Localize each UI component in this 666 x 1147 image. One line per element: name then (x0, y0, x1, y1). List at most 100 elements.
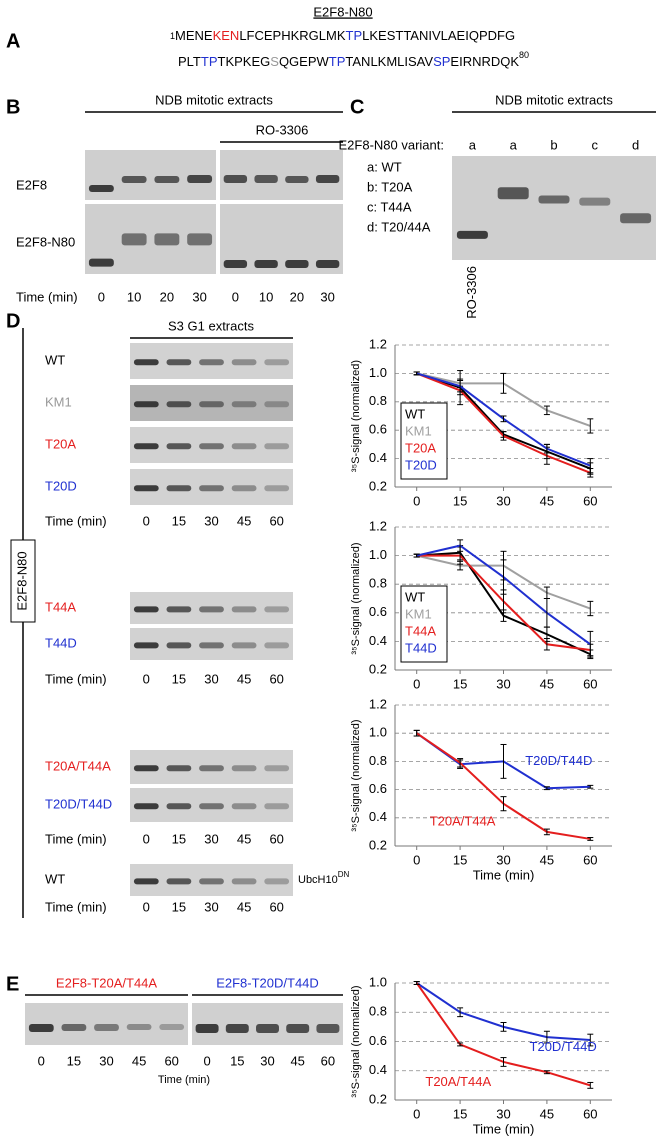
time-value: 45 (290, 1053, 304, 1068)
error-bar (500, 796, 507, 812)
gel-band (121, 176, 147, 183)
row-label: E2F8 (16, 177, 47, 192)
lane-label: c (592, 137, 599, 152)
error-bar (457, 380, 464, 393)
gel-band (225, 1024, 249, 1033)
x-tick-label: 30 (496, 493, 510, 508)
error-bar (543, 443, 550, 454)
time-value: 0 (143, 513, 150, 528)
gel-band (133, 401, 159, 408)
time-value: 45 (237, 513, 251, 528)
time-label: Time (min) (16, 289, 78, 304)
lane-label: b (550, 137, 557, 152)
row-label: T20A/T44A (45, 758, 111, 773)
error-bar (587, 784, 594, 789)
gel-band (199, 878, 224, 885)
note: UbcH10DN (298, 870, 350, 886)
y-axis-label: ³⁵S-signal (normalized) (350, 542, 362, 654)
gel-band (166, 765, 192, 772)
gel-band (133, 765, 159, 772)
gel-band (316, 1024, 340, 1033)
y-tick-label: 1.2 (369, 518, 387, 533)
gel-band (497, 187, 529, 200)
gel-band (199, 443, 224, 450)
gel-band (231, 443, 257, 450)
y-axis-label: ³⁵S-signal (normalized) (350, 985, 362, 1097)
error-bar (500, 1021, 507, 1032)
gel-band (94, 1024, 119, 1031)
x-tick-label: 45 (540, 493, 554, 508)
y-axis-label: ³⁵S-signal (normalized) (350, 360, 362, 472)
sequence-segment: KEN (213, 28, 240, 43)
time-value: 15 (230, 1053, 244, 1068)
time-value: 15 (172, 513, 186, 528)
gel-band (285, 260, 309, 268)
legend-entry: KM1 (405, 606, 432, 621)
y-tick-label: 1.0 (369, 365, 387, 380)
x-tick-label: 0 (413, 676, 420, 691)
y-tick-label: 1.2 (369, 336, 387, 351)
time-label: Time (min) (45, 671, 107, 686)
error-bar (543, 828, 550, 836)
row-label: T44D (45, 635, 77, 650)
gel-band (166, 803, 192, 810)
gel-band (315, 260, 340, 268)
time-value: 15 (172, 831, 186, 846)
time-value: 45 (237, 671, 251, 686)
x-tick-label: 45 (540, 852, 554, 867)
x-axis-label: Time (min) (473, 1121, 535, 1136)
series-line (415, 982, 591, 1087)
control-label: RO-3306 (464, 266, 479, 319)
time-value: 30 (204, 831, 218, 846)
lane-label: a (469, 137, 477, 152)
gel-band (264, 765, 290, 772)
error-bar (587, 1033, 594, 1047)
y-tick-label: 0.8 (369, 576, 387, 591)
time-value: 0 (232, 289, 239, 304)
sequence-segment: SP (433, 54, 450, 69)
gel (452, 156, 656, 260)
error-bar (500, 415, 507, 423)
error-bar (500, 559, 507, 595)
legend-entry: T44D (405, 640, 437, 655)
time-value: 30 (260, 1053, 274, 1068)
error-bar (543, 1030, 550, 1044)
sequence-segment: TANLKMLISAV (345, 54, 433, 69)
error-bar (457, 1007, 464, 1018)
gel-band (199, 642, 224, 649)
time-value: 60 (269, 899, 283, 914)
legend-entry: WT (405, 589, 425, 604)
gel-band (264, 642, 290, 649)
gel-band (159, 1024, 185, 1030)
row-label: T20A (45, 436, 76, 451)
row-label: T44A (45, 599, 76, 614)
sequence-segment: MENE (175, 28, 213, 43)
time-value: 45 (237, 899, 251, 914)
time-value: 60 (321, 1053, 335, 1068)
gel-band (223, 260, 248, 268)
time-value: 60 (269, 513, 283, 528)
gel-band (264, 606, 290, 613)
variant-key: a: WT (367, 159, 402, 174)
header: NDB mitotic extracts (495, 92, 613, 107)
error-bar (587, 630, 594, 658)
gel-band (264, 803, 290, 810)
x-tick-label: 60 (583, 676, 597, 691)
row-label: KM1 (45, 394, 72, 409)
gel-band (166, 642, 192, 649)
series-label: T20A/T44A (430, 813, 496, 828)
error-bar (543, 1070, 550, 1075)
legend-entry: T20D (405, 457, 437, 472)
error-bar (543, 638, 550, 651)
gel-band (231, 642, 257, 649)
gel-band (28, 1024, 54, 1032)
y-tick-label: 0.2 (369, 478, 387, 493)
note-text: UbcH10 (298, 874, 338, 886)
construct-label: E2F8-N80 (14, 551, 29, 610)
series-label: T20D/T44D (525, 753, 592, 768)
y-tick-label: 0.8 (369, 1004, 387, 1019)
x-tick-label: 0 (413, 1106, 420, 1121)
x-tick-label: 0 (413, 852, 420, 867)
gel-band (231, 765, 257, 772)
group-label: E2F8-T20A/T44A (56, 975, 157, 990)
